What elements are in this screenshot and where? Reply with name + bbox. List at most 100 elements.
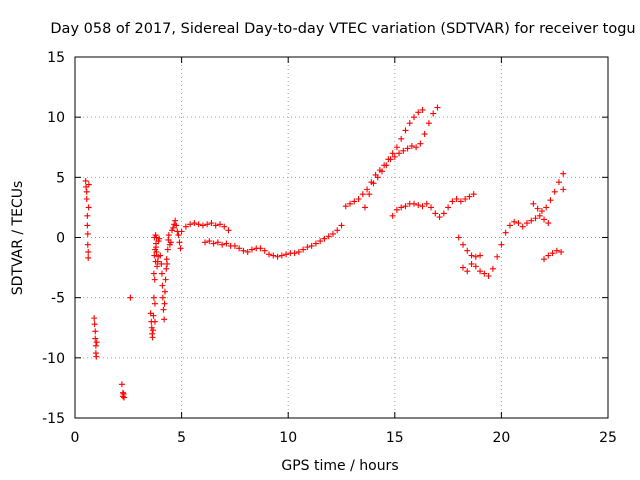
data-point bbox=[159, 294, 166, 301]
data-point bbox=[92, 328, 99, 335]
data-point bbox=[221, 223, 228, 230]
chart-title: Day 058 of 2017, Sidereal Day-to-day VTE… bbox=[50, 21, 635, 37]
data-point bbox=[151, 300, 158, 307]
data-point bbox=[270, 252, 277, 259]
data-point bbox=[308, 242, 315, 249]
data-point bbox=[167, 239, 174, 246]
data-point bbox=[543, 204, 550, 211]
data-point bbox=[165, 232, 172, 239]
data-point bbox=[91, 315, 98, 322]
data-point bbox=[389, 212, 396, 219]
data-point bbox=[150, 327, 157, 334]
data-point bbox=[300, 246, 307, 253]
x-tick-label: 0 bbox=[71, 430, 80, 446]
y-tick-label: 15 bbox=[47, 50, 65, 66]
data-point bbox=[485, 273, 492, 280]
x-tick-label: 15 bbox=[386, 430, 404, 446]
data-series bbox=[389, 191, 477, 221]
data-point bbox=[468, 252, 475, 259]
data-point bbox=[85, 248, 92, 255]
data-point bbox=[214, 239, 221, 246]
data-point bbox=[278, 252, 285, 259]
data-point bbox=[415, 109, 422, 116]
data-point bbox=[84, 241, 91, 248]
data-point bbox=[541, 216, 548, 223]
data-point bbox=[244, 248, 251, 255]
data-point bbox=[83, 188, 90, 195]
data-point bbox=[555, 179, 562, 186]
data-point bbox=[423, 200, 430, 207]
data-point bbox=[163, 265, 170, 272]
data-point bbox=[536, 212, 543, 219]
data-point bbox=[415, 202, 422, 209]
data-point bbox=[172, 217, 179, 224]
data-point bbox=[432, 210, 439, 217]
ticks: 0 5 10 15 20 25 -15 -10 -5 0 5 10 15 bbox=[42, 50, 617, 446]
data-point bbox=[436, 214, 443, 221]
data-point bbox=[82, 177, 89, 184]
data-point bbox=[545, 252, 552, 259]
data-point bbox=[321, 235, 328, 242]
data-point bbox=[366, 191, 373, 198]
data-point bbox=[560, 170, 567, 177]
data-point bbox=[161, 300, 168, 307]
data-point bbox=[541, 256, 548, 263]
data-point bbox=[175, 232, 182, 239]
data-point bbox=[274, 253, 281, 260]
data-point bbox=[84, 230, 91, 237]
data-point bbox=[187, 221, 194, 228]
data-point bbox=[389, 150, 396, 157]
data-point bbox=[511, 218, 518, 225]
data-points bbox=[82, 104, 567, 401]
data-point bbox=[83, 195, 90, 202]
data-point bbox=[151, 318, 158, 325]
data-point bbox=[547, 197, 554, 204]
data-point bbox=[481, 270, 488, 277]
data-point bbox=[118, 381, 125, 388]
data-point bbox=[127, 294, 134, 301]
data-point bbox=[162, 276, 169, 283]
data-point bbox=[425, 120, 432, 127]
x-tick-label: 10 bbox=[279, 430, 297, 446]
data-point bbox=[261, 247, 268, 254]
data-series bbox=[342, 104, 441, 211]
data-point bbox=[410, 200, 417, 207]
data-point bbox=[466, 193, 473, 200]
data-point bbox=[257, 245, 264, 252]
data-point bbox=[477, 252, 484, 259]
data-point bbox=[151, 276, 158, 283]
data-point bbox=[400, 147, 407, 154]
data-point bbox=[462, 195, 469, 202]
data-point bbox=[434, 104, 441, 111]
y-tick-label: -10 bbox=[42, 351, 65, 367]
y-tick-label: 5 bbox=[56, 170, 65, 186]
data-point bbox=[219, 241, 226, 248]
data-point bbox=[338, 222, 345, 229]
x-tick-label: 25 bbox=[599, 430, 617, 446]
data-point bbox=[551, 188, 558, 195]
data-series bbox=[455, 212, 552, 280]
data-point bbox=[231, 242, 238, 249]
data-point bbox=[225, 227, 232, 234]
data-point bbox=[92, 342, 99, 349]
data-point bbox=[530, 200, 537, 207]
data-point bbox=[502, 229, 509, 236]
data-point bbox=[532, 215, 539, 222]
data-point bbox=[560, 186, 567, 193]
data-point bbox=[158, 260, 165, 267]
data-point bbox=[528, 217, 535, 224]
data-point bbox=[428, 204, 435, 211]
data-point bbox=[93, 339, 100, 346]
data-point bbox=[393, 206, 400, 213]
data-point bbox=[159, 282, 166, 289]
data-point bbox=[393, 144, 400, 151]
data-point bbox=[149, 334, 156, 341]
y-tick-label: 10 bbox=[47, 110, 65, 126]
data-point bbox=[164, 260, 171, 267]
data-point bbox=[236, 245, 243, 252]
data-point bbox=[150, 294, 157, 301]
data-point bbox=[154, 263, 161, 270]
data-point bbox=[91, 321, 98, 328]
data-point bbox=[419, 203, 426, 210]
data-point bbox=[173, 222, 180, 229]
